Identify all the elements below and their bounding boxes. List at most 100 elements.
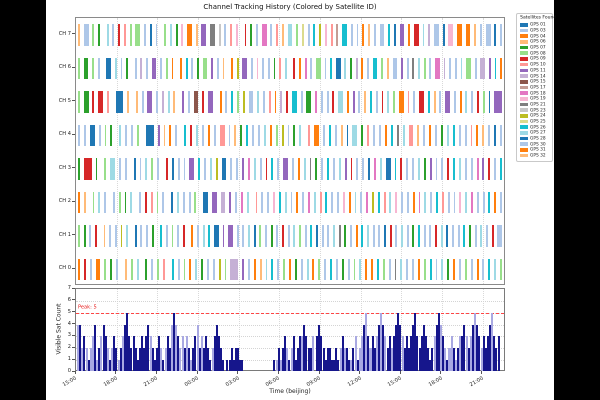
tracking-event-bar: [494, 91, 502, 113]
gridline-vertical: [157, 289, 159, 370]
legend-swatch: [520, 85, 528, 90]
gridline-vertical: [198, 18, 199, 284]
tick-mark: [155, 371, 157, 374]
count-bar: [160, 348, 163, 371]
gridline-vertical: [441, 289, 443, 370]
tracking-event-bar: [500, 191, 502, 213]
tracking-event-bar: [459, 191, 462, 213]
tracking-event-bar: [193, 91, 199, 113]
tracking-event-bar: [110, 258, 113, 280]
tracking-event-bar: [367, 225, 369, 247]
tracking-event-bar: [246, 191, 249, 213]
count-bar: [164, 348, 167, 371]
tracking-event-bar: [395, 225, 398, 247]
tracking-event-bar: [346, 124, 349, 146]
tracking-event-bar: [435, 225, 437, 247]
legend-item: GPS 28: [517, 136, 552, 142]
y-tick-label: 5: [67, 308, 71, 315]
tracking-event-bar: [486, 225, 488, 247]
tracking-event-bar: [156, 191, 159, 213]
legend-swatch: [520, 91, 528, 95]
tracking-event-bar: [141, 91, 144, 113]
count-bar: [100, 336, 103, 371]
tracking-event-bar: [106, 91, 109, 113]
channel-label: CH 0: [58, 264, 71, 271]
tracking-event-bar: [145, 158, 148, 180]
tracking-event-bar: [494, 124, 497, 146]
count-bar: [405, 336, 408, 371]
count-bar: [480, 348, 483, 371]
legend-item: GPS 27: [517, 130, 552, 136]
tracking-event-bar: [250, 24, 253, 46]
tracking-event-bar: [277, 258, 280, 280]
tracking-event-bar: [265, 258, 268, 280]
tracking-event-bar: [237, 91, 239, 113]
tick-mark: [399, 371, 401, 374]
legend-item-label: GPS 31: [530, 147, 546, 153]
legend-item-label: GPS 10: [530, 62, 546, 68]
count-bar: [316, 336, 319, 371]
count-bar: [136, 360, 139, 371]
tracking-event-bar: [213, 124, 216, 146]
tracking-event-bar: [474, 57, 477, 79]
legend-item-label: GPS 19: [530, 96, 546, 102]
tracking-event-bar: [412, 191, 415, 213]
legend-item: GPS 32: [517, 153, 552, 159]
tracking-event-bar: [326, 91, 329, 113]
tracking-event-bar: [124, 158, 127, 180]
tracking-event-bar: [208, 91, 213, 113]
tracking-event-bar: [206, 258, 209, 280]
count-bar: [155, 348, 158, 371]
tracking-event-bar: [273, 57, 276, 79]
count-bar: [337, 360, 340, 371]
tracking-event-bar: [352, 124, 358, 146]
tick-mark: [72, 234, 75, 236]
channel-label: CH 2: [58, 197, 71, 204]
tracking-event-bar: [236, 225, 239, 247]
tracking-event-bar: [447, 191, 450, 213]
legend-item-label: GPS 25: [530, 119, 546, 125]
tracking-event-bar: [384, 225, 386, 247]
tracking-event-bar: [267, 191, 270, 213]
tracking-event-bar: [315, 158, 318, 180]
count-bar: [158, 336, 161, 371]
tracking-event-bar: [194, 191, 197, 213]
tracking-event-bar: [78, 191, 80, 213]
tracking-event-bar: [423, 158, 426, 180]
tracking-event-bar: [83, 24, 89, 46]
legend: Satellites Found GPS 01 GPS 03 GPS 04 GPS 0…: [516, 13, 556, 162]
count-bar: [378, 324, 381, 371]
tracking-event-bar: [469, 225, 471, 247]
gridline-vertical: [401, 289, 403, 370]
tracking-event-bar: [92, 57, 95, 79]
tracking-event-bar: [147, 91, 153, 113]
tracking-event-bar: [293, 124, 296, 146]
count-bar: [170, 324, 173, 371]
tracking-event-bar: [355, 57, 358, 79]
tracking-event-bar: [235, 191, 238, 213]
tracking-event-bar: [161, 91, 164, 113]
tracking-event-bar: [480, 57, 486, 79]
tracking-event-bar: [457, 24, 462, 46]
tracking-event-bar: [412, 158, 415, 180]
gridline-horizontal: [76, 300, 504, 302]
legend-item: GPS 17: [517, 85, 552, 91]
tracking-event-bar: [348, 191, 351, 213]
tracking-event-bar: [276, 24, 279, 46]
channel-label: CH 3: [58, 164, 71, 171]
tracking-event-bar: [135, 24, 141, 46]
tracking-event-bar: [316, 57, 321, 79]
tracking-event-bar: [458, 124, 461, 146]
count-bar: [339, 348, 342, 371]
tracking-event-bar: [413, 91, 416, 113]
tracking-event-bar: [140, 225, 143, 247]
legend-swatch: [520, 51, 528, 56]
count-axis-label: Visible Sat Count: [55, 303, 63, 355]
tracking-event-bar: [465, 191, 468, 213]
legend-item-label: GPS 15: [530, 79, 546, 85]
tracking-event-bar: [476, 124, 479, 146]
tracking-event-bar: [406, 258, 409, 280]
tracking-event-bar: [480, 225, 483, 247]
tracking-event-bar: [379, 158, 382, 180]
